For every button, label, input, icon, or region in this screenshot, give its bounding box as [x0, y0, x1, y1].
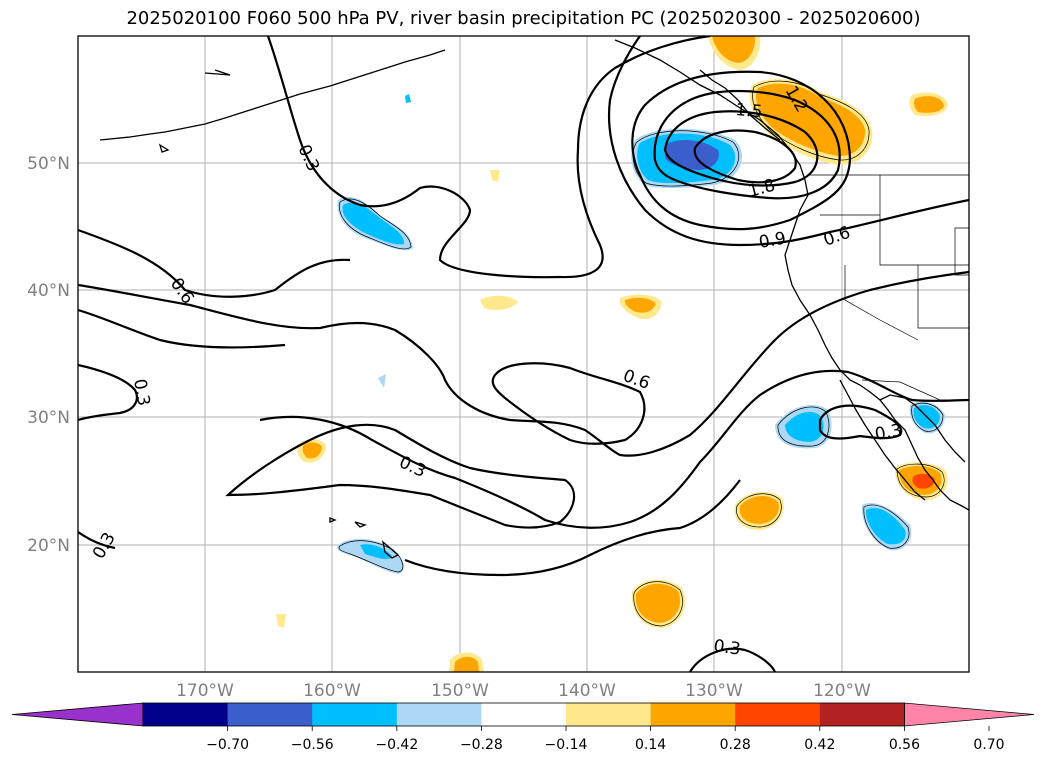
lat-label: 50°N — [27, 154, 70, 174]
lon-label: 120°W — [813, 681, 871, 701]
lat-label: 30°N — [27, 408, 70, 428]
colorbar-segment — [227, 703, 313, 726]
pv-contour-12 — [653, 89, 841, 200]
colorbar-tick-label: −0.28 — [460, 737, 503, 753]
colorbar-segment — [481, 703, 567, 726]
colorbar-tick-label: 0.42 — [804, 737, 835, 753]
pv-contour-06-mid — [491, 362, 646, 445]
pv-contour-03-baja — [818, 404, 903, 440]
colorbar-frame — [142, 702, 905, 727]
pv-contour-09 — [631, 70, 852, 231]
lon-label: 140°W — [558, 681, 616, 701]
pv-contour-03-south — [259, 369, 969, 529]
lon-label: 130°W — [685, 681, 743, 701]
pv-contour-03-bottom — [689, 647, 777, 672]
pv-contour-06-upper — [78, 270, 969, 457]
colorbar-extend-low — [11, 702, 144, 727]
map-title: 2025020100 F060 500 hPa PV, river basin … — [126, 8, 921, 29]
colorbar-segment — [819, 703, 905, 726]
lat-label: 20°N — [27, 536, 70, 556]
lon-label: 160°W — [303, 681, 361, 701]
contour-label: 0.3 — [129, 377, 153, 407]
pv-contour-06-west — [78, 228, 351, 298]
lat-labels: 50°N 40°N 30°N 20°N — [27, 154, 70, 556]
precip-pos-mid — [480, 295, 518, 310]
map-frame — [77, 35, 970, 673]
map-area: 0.3 0.6 0.3 0.6 0.3 0.3 0.6 0.9 1.5 1.8 … — [77, 35, 970, 673]
colorbar — [11, 702, 1035, 727]
contour-label: 0.9 — [757, 229, 787, 253]
pv-contours — [78, 36, 969, 672]
colorbar-tick-label: −0.14 — [545, 737, 588, 753]
colorbar-extend-high — [904, 702, 1035, 727]
pv-contour-15 — [663, 110, 819, 187]
contour-label: 0.3 — [873, 421, 903, 445]
pv-contour-03-west — [78, 363, 138, 422]
colorbar-segment — [396, 703, 482, 726]
colorbar-segment — [566, 703, 652, 726]
colorbar-tick-label: −0.70 — [206, 737, 249, 753]
pv-contour-03-hawaii — [225, 423, 576, 529]
coastlines — [99, 39, 969, 559]
colorbar-tick-label: 0.28 — [720, 737, 751, 753]
contour-label: 0.3 — [712, 636, 742, 660]
precip-neg-hawaii — [337, 538, 404, 574]
colorbar-segment — [143, 703, 229, 726]
lon-label: 150°W — [431, 681, 489, 701]
colorbar-tick-label: −0.56 — [291, 737, 334, 753]
pv-contour-18 — [693, 129, 797, 184]
colorbar-segment — [735, 703, 821, 726]
colorbar-tick-label: 0.56 — [889, 737, 920, 753]
lon-labels: 170°W 160°W 150°W 140°W 130°W 120°W — [176, 681, 871, 701]
lon-label: 170°W — [176, 681, 234, 701]
colorbar-tick-label: 0.70 — [973, 737, 1004, 753]
lat-label: 40°N — [27, 281, 70, 301]
pv-contour-03-north — [266, 36, 711, 279]
contour-label: 1.5 — [735, 100, 764, 122]
colorbar-tick-label: −0.42 — [375, 737, 418, 753]
colorbar-segment — [650, 703, 736, 726]
pv-contour-06-outer — [608, 36, 969, 247]
colorbar-tick-label: 0.14 — [635, 737, 666, 753]
colorbar-ticks: −0.70 −0.56 −0.42 −0.28 −0.14 0.14 0.28 0.42 0.5… — [206, 726, 1005, 753]
colorbar-segment — [312, 703, 398, 726]
